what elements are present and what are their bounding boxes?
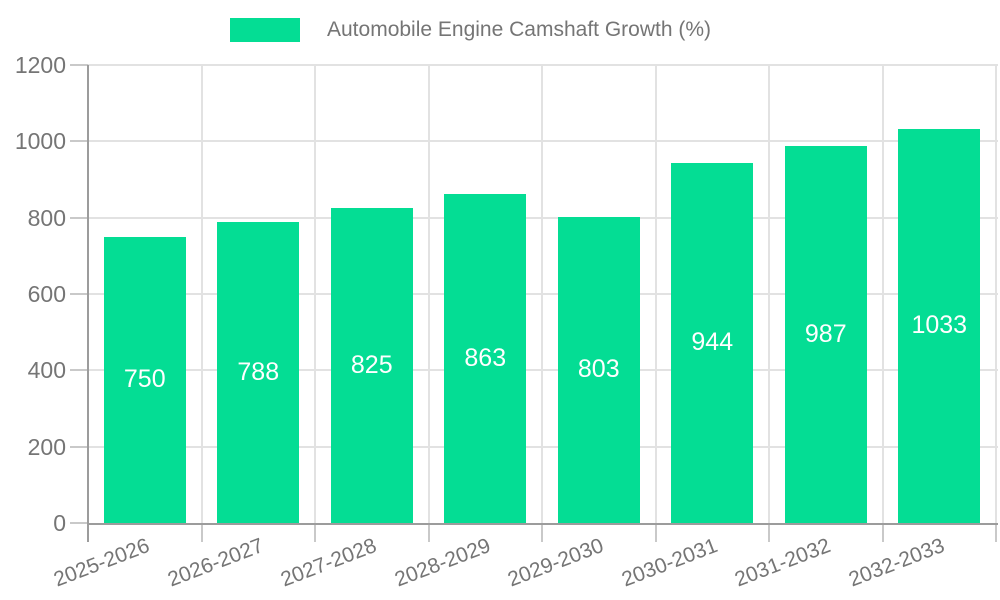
- x-axis-tick-label: 2031-2032: [731, 534, 834, 592]
- x-axis-tick: [995, 525, 997, 542]
- bar-value-label: 1033: [911, 311, 968, 340]
- bar-value-label: 825: [350, 351, 393, 380]
- y-axis-line: [87, 65, 89, 542]
- gridline-vertical: [768, 65, 770, 523]
- legend-item[interactable]: Automobile Engine Camshaft Growth (%): [230, 18, 711, 42]
- bar-2030-2031[interactable]: 944: [671, 162, 754, 523]
- bar-value-label: 788: [237, 358, 280, 387]
- y-axis-tick-label: 1000: [14, 128, 66, 155]
- bar-2031-2032[interactable]: 987: [784, 146, 867, 523]
- x-axis-tick-label: 2030-2031: [618, 534, 721, 592]
- y-axis-tick: [70, 216, 88, 219]
- gridline-vertical: [541, 65, 543, 523]
- x-axis-tick: [654, 525, 657, 542]
- bar-value-label: 803: [577, 355, 620, 384]
- bar-value-label: 944: [691, 328, 734, 357]
- y-axis-tick-label: 400: [27, 357, 66, 384]
- gridline-horizontal: [88, 64, 998, 66]
- x-axis-tick-label: 2025-2026: [50, 534, 153, 592]
- bar-value-label: 750: [123, 365, 166, 394]
- gridline-horizontal: [88, 293, 998, 295]
- y-axis-tick: [70, 445, 88, 448]
- bar-value-label: 863: [464, 343, 507, 372]
- x-axis-tick-label: 2032-2033: [845, 534, 948, 592]
- x-axis-tick: [541, 525, 543, 542]
- x-axis-tick-label: 2026-2027: [164, 534, 267, 592]
- y-axis-tick: [70, 522, 88, 524]
- bar-2029-2030[interactable]: 803: [557, 216, 640, 523]
- bar-2027-2028[interactable]: 825: [330, 208, 413, 523]
- bar-2026-2027[interactable]: 788: [217, 222, 300, 523]
- y-axis-tick: [70, 64, 88, 66]
- y-axis-tick-label: 0: [53, 510, 66, 536]
- y-axis-tick-label: 200: [27, 433, 66, 460]
- gridline-vertical: [995, 65, 997, 523]
- y-axis-tick-label: 600: [27, 281, 66, 307]
- x-axis-tick-label: 2027-2028: [277, 534, 380, 592]
- x-axis-tick-label: 2028-2029: [391, 534, 494, 592]
- y-axis-tick-label: 800: [27, 204, 66, 231]
- legend-label: Automobile Engine Camshaft Growth (%): [327, 18, 711, 41]
- gridline-vertical: [427, 65, 430, 523]
- legend-swatch-icon: [230, 18, 300, 42]
- x-axis-tick: [881, 525, 884, 542]
- y-axis-tick-label: 1200: [14, 52, 66, 78]
- x-axis-tick: [314, 525, 316, 542]
- gridline-vertical: [314, 65, 316, 523]
- x-axis-tick: [427, 525, 430, 542]
- bar-2032-2033[interactable]: 1033: [898, 128, 981, 523]
- gridline-horizontal: [88, 140, 998, 143]
- x-axis-tick: [768, 525, 770, 542]
- y-axis-tick: [70, 293, 88, 295]
- gridline-horizontal: [88, 369, 998, 372]
- gridline-vertical: [654, 65, 657, 523]
- bar-2028-2029[interactable]: 863: [444, 193, 527, 523]
- bar-value-label: 987: [804, 320, 847, 349]
- x-axis-tick-label: 2029-2030: [504, 534, 607, 592]
- gridline-horizontal: [88, 445, 998, 448]
- x-axis-line: [87, 523, 998, 525]
- y-axis-tick: [70, 369, 88, 372]
- gridline-vertical: [200, 65, 203, 523]
- gridline-vertical: [881, 65, 884, 523]
- y-axis-tick: [70, 140, 88, 143]
- bar-2025-2026[interactable]: 750: [103, 236, 186, 523]
- x-axis-tick: [200, 525, 203, 542]
- legend: Automobile Engine Camshaft Growth (%): [230, 18, 711, 42]
- gridline-horizontal: [88, 216, 998, 219]
